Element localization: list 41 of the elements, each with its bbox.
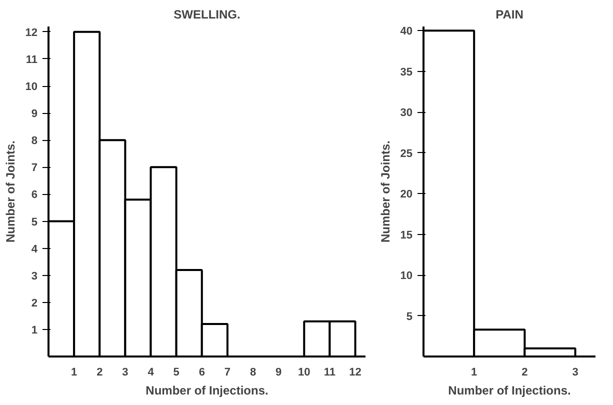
x-tick-label: 3 xyxy=(572,366,578,378)
y-tick-label: 25 xyxy=(400,148,413,160)
x-tick-label: 2 xyxy=(522,366,528,378)
x-axis-title: Number of Injections. xyxy=(448,384,571,398)
x-tick-label: 9 xyxy=(276,366,282,378)
y-tick-label: 2 xyxy=(31,297,38,310)
chart-title: SWELLING. xyxy=(174,8,240,22)
y-tick-label: 12 xyxy=(25,26,38,39)
y-tick-label: 20 xyxy=(400,188,413,201)
y-tick-label: 11 xyxy=(26,54,38,66)
x-axis-title: Number of Injections. xyxy=(146,384,268,398)
y-tick-label: 10 xyxy=(25,81,38,94)
y-tick-label: 6 xyxy=(31,189,38,202)
x-tick-label: 6 xyxy=(198,366,205,378)
y-axis-title: Number of Joints. xyxy=(378,140,392,243)
x-tick-label: 5 xyxy=(173,366,180,378)
x-tick-label: 10 xyxy=(298,366,310,378)
y-tick-label: 30 xyxy=(400,107,413,120)
x-tick-label: 7 xyxy=(224,366,231,378)
y-tick-label: 5 xyxy=(406,310,413,323)
x-tick-label: 12 xyxy=(349,366,362,378)
y-tick-label: 3 xyxy=(31,270,38,282)
chart-title: PAIN xyxy=(496,8,524,22)
y-tick-label: 5 xyxy=(31,216,38,228)
x-tick-label: 1 xyxy=(71,366,78,378)
y-tick-label: 7 xyxy=(31,162,38,174)
y-tick-label: 1 xyxy=(31,324,38,336)
y-tick-label: 15 xyxy=(400,229,413,242)
y-tick-label: 10 xyxy=(400,270,413,282)
y-tick-label: 9 xyxy=(31,108,38,120)
x-tick-label: 1 xyxy=(471,366,478,378)
x-tick-label: 4 xyxy=(148,366,155,378)
y-tick-label: 8 xyxy=(31,135,38,148)
y-tick-label: 35 xyxy=(400,66,413,78)
y-axis-title: Number of Joints. xyxy=(3,140,18,243)
y-tick-label: 40 xyxy=(400,26,413,38)
x-tick-label: 2 xyxy=(96,366,103,378)
x-tick-label: 8 xyxy=(250,366,256,378)
x-tick-label: 3 xyxy=(122,366,128,378)
y-tick-label: 4 xyxy=(31,243,38,256)
x-tick-label: 11 xyxy=(324,366,336,378)
